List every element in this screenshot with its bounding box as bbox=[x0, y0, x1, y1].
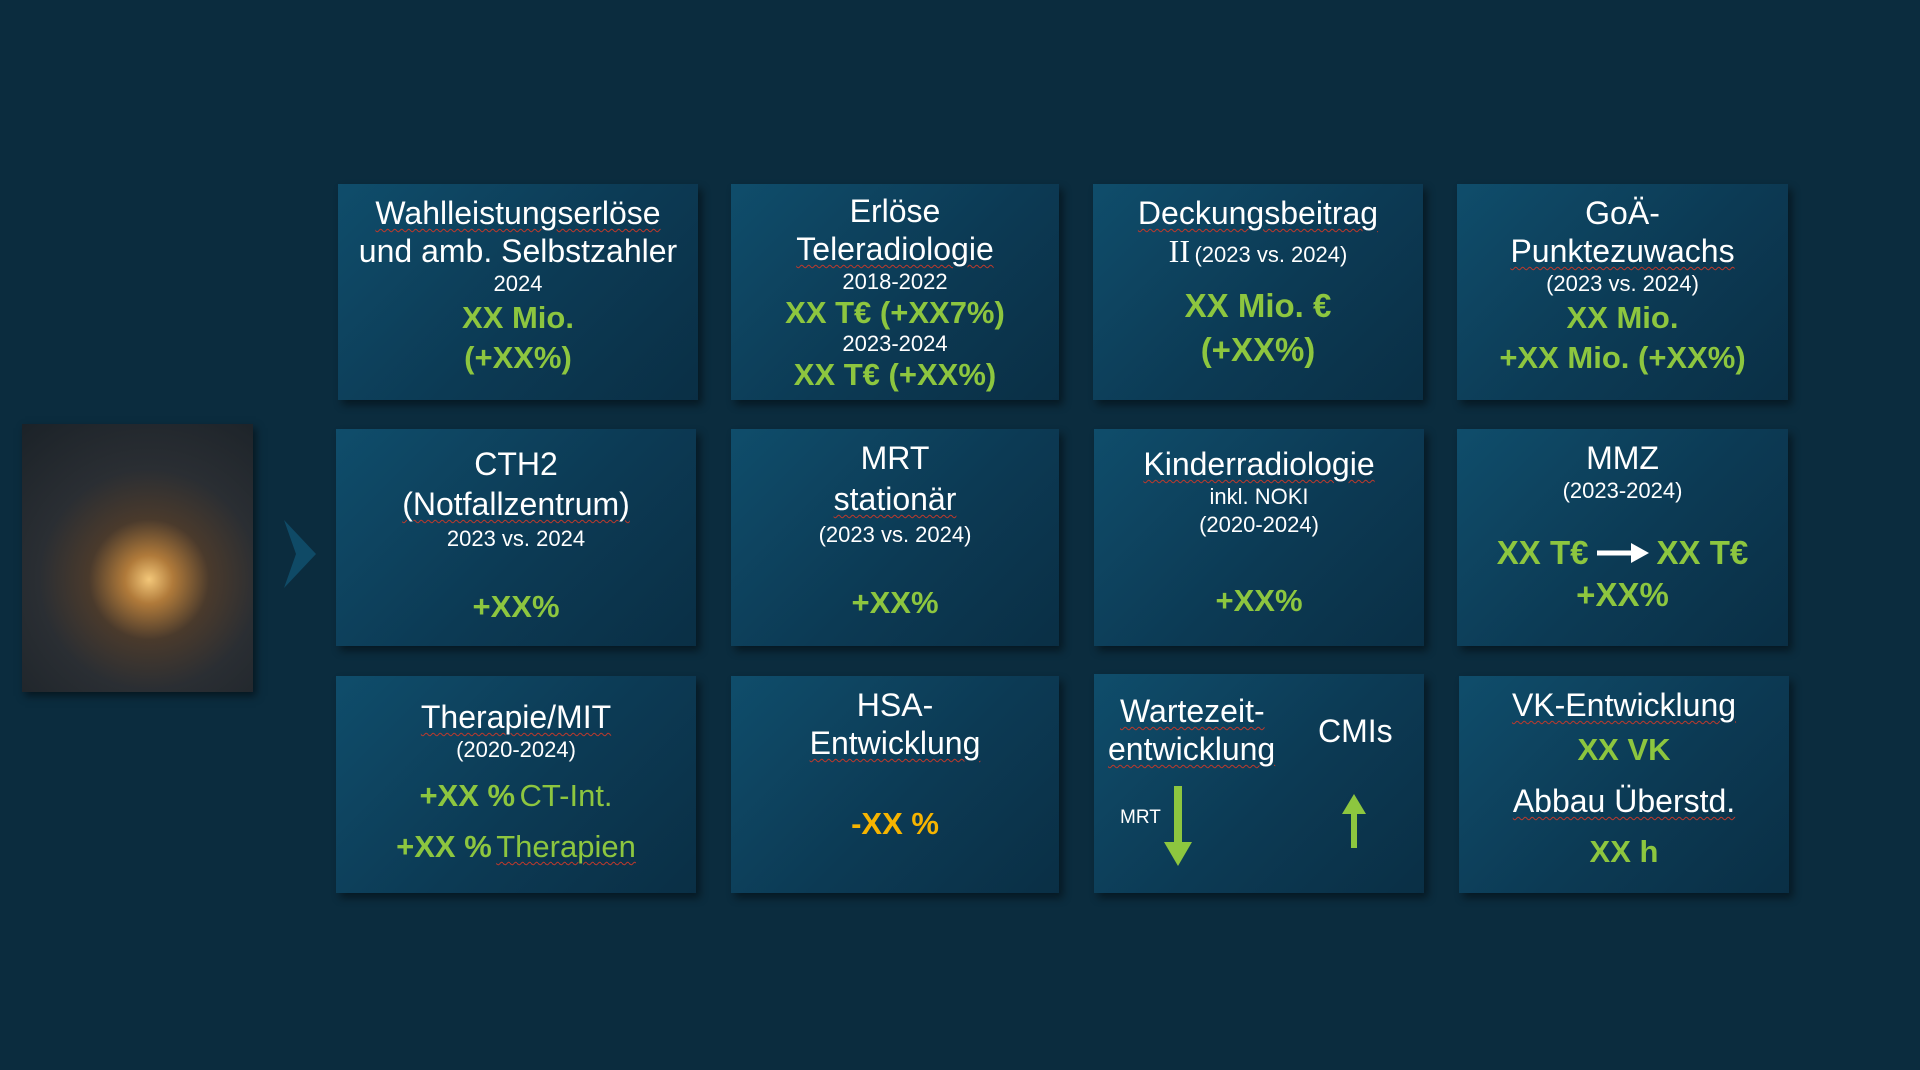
tile: VK-Entwicklung XX VK Abbau Überstd. XX h bbox=[1459, 676, 1789, 893]
tile: Deckungsbeitrag II (2023 vs. 2024) XX Mi… bbox=[1093, 184, 1423, 400]
tile-title: entwicklung bbox=[1108, 731, 1276, 767]
tile-title: II bbox=[1168, 233, 1190, 269]
tile-period: (2023-2024) bbox=[1562, 478, 1683, 503]
tile-label: CT-Int. bbox=[519, 778, 613, 813]
tile-title: Therapie/MIT bbox=[420, 699, 612, 735]
tile-title: (Notfallzentrum) bbox=[402, 486, 630, 522]
tile-title: und amb. Selbstzahler bbox=[358, 233, 678, 269]
tile-title: VK-Entwicklung bbox=[1511, 687, 1737, 723]
tile-title: Kinderradiologie bbox=[1143, 446, 1375, 482]
tile: Kinderradiologie inkl. NOKI (2020-2024) … bbox=[1094, 429, 1424, 646]
tile-value: XX T€ bbox=[1656, 534, 1749, 571]
tile-period: 2023-2024 bbox=[842, 331, 948, 356]
tile: Erlöse Teleradiologie 2018-2022 XX T€ (+… bbox=[731, 184, 1059, 400]
arrow bbox=[1596, 543, 1649, 563]
tile-value: XX Mio. bbox=[462, 300, 574, 335]
tile-value: (+XX%) bbox=[464, 340, 572, 375]
tile: Wahlleistungserlöse und amb. Selbstzahle… bbox=[338, 184, 698, 400]
down-arrow bbox=[1164, 786, 1192, 866]
tile-value: +XX% bbox=[472, 589, 560, 624]
tile-value: +XX Mio. (+XX%) bbox=[1499, 340, 1746, 375]
tile-title: Entwicklung bbox=[809, 725, 981, 761]
tile-period: (2023 vs. 2024) bbox=[1546, 271, 1699, 296]
tile-value: XX Mio. € bbox=[1184, 287, 1332, 324]
tile-period: 2018-2022 bbox=[842, 269, 948, 294]
tile-value: XX h bbox=[1589, 834, 1659, 869]
tile-value: (+XX%) bbox=[1200, 331, 1316, 368]
tile: Therapie/MIT (2020-2024) +XX % CT-Int. +… bbox=[336, 676, 696, 893]
tile-value: +XX % bbox=[419, 778, 516, 813]
tile: GoÄ- Punktezuwachs (2023 vs. 2024) XX Mi… bbox=[1457, 184, 1788, 400]
tile-period: (2020-2024) bbox=[1199, 512, 1319, 537]
tile: Wartezeit- entwicklung CMIs MRT bbox=[1094, 674, 1424, 893]
tile-subtitle: inkl. NOKI bbox=[1209, 484, 1309, 509]
tile-period: 2023 vs. 2024 bbox=[446, 526, 586, 551]
tile-title: Deckungsbeitrag bbox=[1137, 195, 1379, 231]
tile-value: -XX % bbox=[851, 806, 939, 841]
tile-value: XX T€ bbox=[1496, 534, 1589, 571]
tile-value: +XX % bbox=[396, 829, 492, 864]
tile: CTH2 (Notfallzentrum) 2023 vs. 2024 +XX% bbox=[336, 429, 696, 646]
up-arrow bbox=[1342, 794, 1366, 848]
tile-title: MRT bbox=[860, 440, 930, 476]
tile: MMZ (2023-2024) XX T€ XX T€ +XX% bbox=[1457, 429, 1788, 646]
tile-title: Abbau Überstd. bbox=[1512, 783, 1736, 819]
photo bbox=[22, 424, 253, 692]
tile-value: XX T€ (+XX7%) bbox=[785, 295, 1005, 330]
tile-value: +XX% bbox=[851, 585, 939, 620]
tile-title: CTH2 bbox=[474, 446, 558, 482]
tile-period: (2023 vs. 2024) bbox=[1194, 242, 1348, 267]
tile-period: (2023 vs. 2024) bbox=[818, 522, 972, 547]
tile-title: CMIs bbox=[1318, 713, 1393, 749]
tile-period: 2024 bbox=[493, 271, 543, 296]
tile-title: stationär bbox=[833, 481, 957, 517]
tile-title: Erlöse bbox=[849, 193, 941, 229]
tile-value: +XX% bbox=[1576, 576, 1669, 613]
tile: MRT stationär (2023 vs. 2024) +XX% bbox=[731, 429, 1059, 646]
tile: HSA- Entwicklung -XX % bbox=[731, 676, 1059, 893]
tile-title: Wahlleistungserlöse bbox=[375, 195, 661, 231]
chevron bbox=[284, 520, 316, 588]
tile-title: GoÄ- bbox=[1585, 195, 1660, 231]
tile-value: XX T€ (+XX%) bbox=[793, 357, 997, 392]
tile-value: +XX% bbox=[1215, 583, 1303, 618]
tile-value: XX Mio. bbox=[1566, 300, 1679, 335]
tile-title: MMZ bbox=[1586, 440, 1659, 476]
tile-label: MRT bbox=[1120, 807, 1161, 828]
tile-period: (2020-2024) bbox=[456, 737, 576, 762]
tile-label: Therapien bbox=[496, 829, 636, 864]
tile-title: Teleradiologie bbox=[796, 231, 994, 267]
tile-value: XX VK bbox=[1577, 732, 1671, 767]
tile-title: HSA- bbox=[856, 687, 934, 723]
tile-title: Wartezeit- bbox=[1120, 693, 1265, 729]
tile-title: Punktezuwachs bbox=[1510, 233, 1735, 269]
